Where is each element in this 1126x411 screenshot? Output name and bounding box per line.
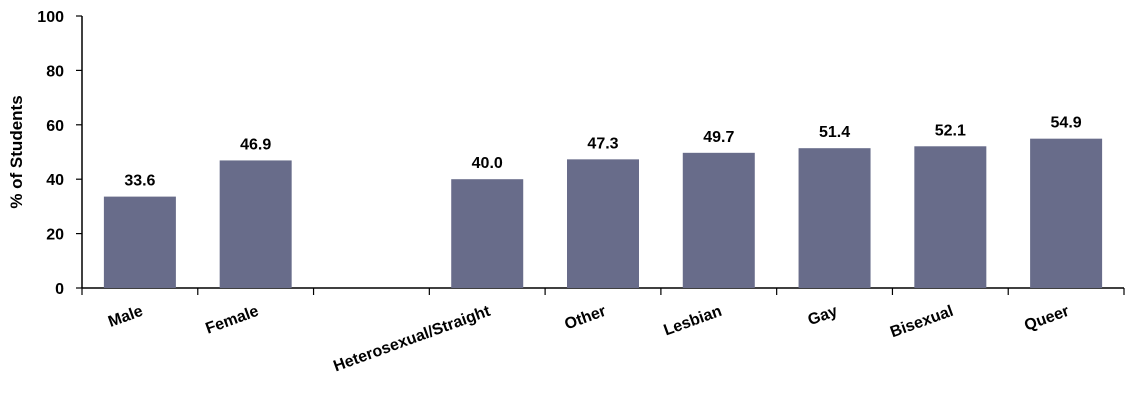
bar bbox=[914, 146, 987, 288]
data-label: 49.7 bbox=[703, 129, 734, 146]
x-tick-label: Female bbox=[203, 303, 261, 338]
x-tick-label: Lesbian bbox=[662, 303, 725, 340]
x-tick-labels: Male Female Heterosexual/Straight Other Lesb… bbox=[106, 303, 1071, 376]
x-tick-label: Gay bbox=[806, 303, 840, 329]
x-tick-label: Bisexual bbox=[888, 303, 956, 341]
data-label: 52.1 bbox=[935, 122, 966, 139]
y-axis: 0 20 40 60 80 100 bbox=[37, 9, 83, 298]
bar bbox=[798, 148, 871, 288]
data-label: 33.6 bbox=[124, 173, 155, 190]
bar bbox=[1030, 138, 1103, 288]
bar bbox=[219, 160, 292, 288]
y-tick-label: 40 bbox=[46, 172, 64, 189]
y-tick-label: 0 bbox=[55, 281, 64, 298]
y-tick-label: 100 bbox=[37, 9, 64, 26]
data-label: 47.3 bbox=[587, 135, 618, 152]
y-tick-label: 20 bbox=[46, 227, 64, 244]
x-tick-label: Other bbox=[562, 303, 608, 334]
bar bbox=[567, 159, 639, 288]
x-tick-label: Queer bbox=[1022, 303, 1071, 335]
data-labels: 33.6 46.9 40.0 47.3 49.7 51.4 52.1 54.9 bbox=[124, 115, 1081, 190]
bar bbox=[682, 152, 755, 288]
data-label: 51.4 bbox=[819, 124, 850, 141]
bar bbox=[103, 196, 176, 288]
data-label: 40.0 bbox=[472, 155, 503, 172]
bars bbox=[103, 138, 1103, 288]
y-tick-label: 80 bbox=[46, 63, 64, 80]
y-axis-label: % of Students bbox=[7, 95, 26, 208]
x-tick-label: Male bbox=[106, 303, 145, 331]
x-axis bbox=[81, 287, 1125, 295]
bar bbox=[451, 179, 524, 288]
data-label: 46.9 bbox=[240, 136, 271, 153]
x-tick-label: Heterosexual/Straight bbox=[331, 303, 493, 376]
data-label: 54.9 bbox=[1051, 115, 1082, 132]
y-tick-label: 60 bbox=[46, 118, 64, 135]
